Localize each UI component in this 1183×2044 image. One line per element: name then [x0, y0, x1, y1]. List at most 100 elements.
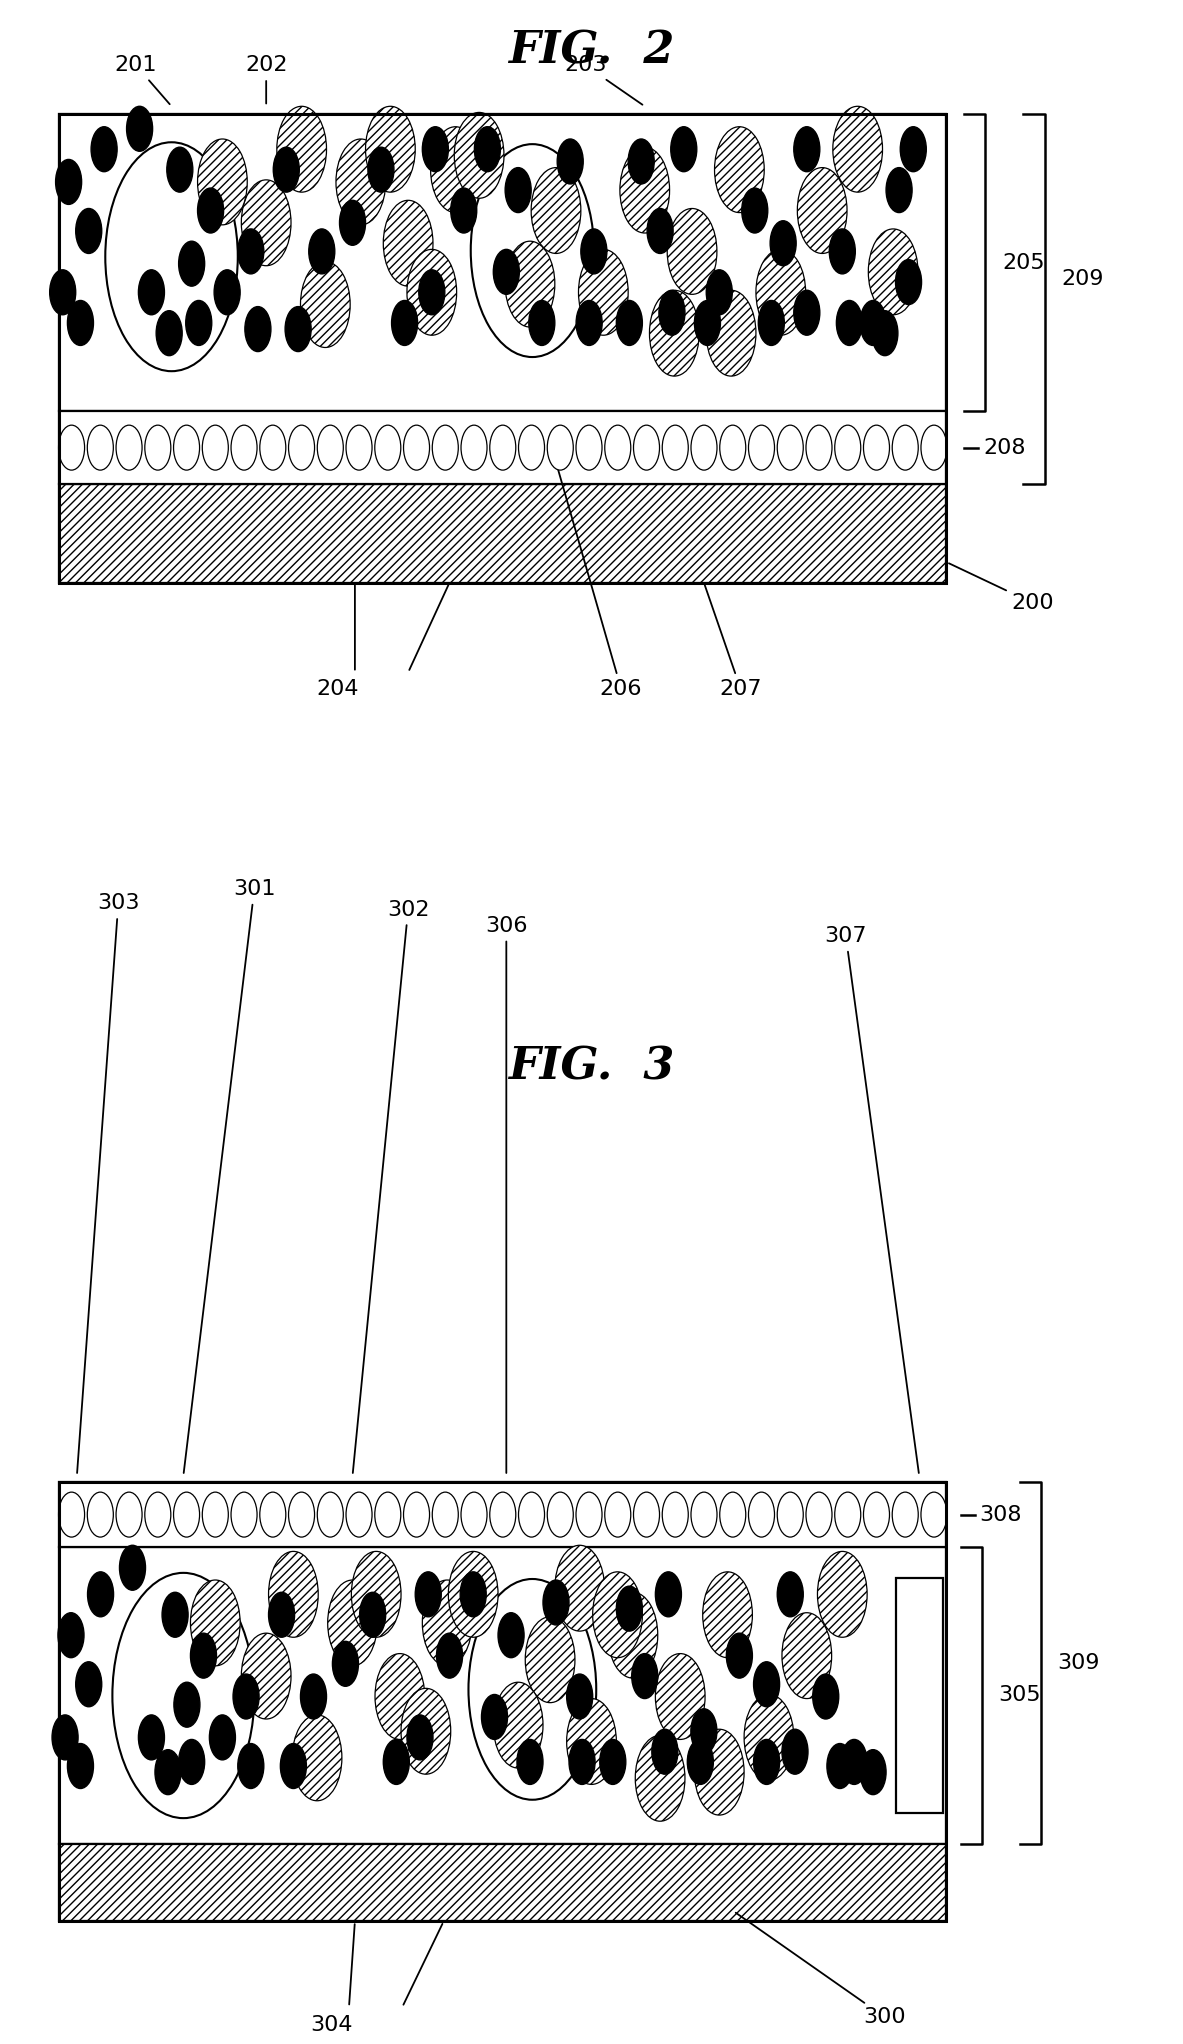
Circle shape [841, 1739, 867, 1784]
Circle shape [76, 1662, 102, 1707]
Text: 205: 205 [1002, 253, 1045, 272]
Circle shape [375, 1654, 425, 1739]
Circle shape [415, 1572, 441, 1617]
Circle shape [403, 425, 429, 470]
Circle shape [336, 139, 386, 225]
Circle shape [806, 425, 832, 470]
Circle shape [127, 106, 153, 151]
Circle shape [864, 1492, 890, 1537]
Circle shape [836, 300, 862, 345]
Circle shape [88, 1572, 114, 1617]
Circle shape [555, 1545, 605, 1631]
Text: 309: 309 [1058, 1654, 1100, 1672]
Bar [59, 114, 946, 583]
Circle shape [468, 1578, 596, 1801]
Circle shape [289, 425, 315, 470]
Circle shape [138, 1715, 164, 1760]
Circle shape [518, 1492, 544, 1537]
Circle shape [777, 425, 803, 470]
Circle shape [581, 229, 607, 274]
Bar [59, 1482, 946, 1547]
Circle shape [76, 208, 102, 253]
Text: 302: 302 [353, 899, 429, 1474]
Circle shape [332, 1641, 358, 1686]
Bar [59, 411, 946, 484]
Circle shape [632, 1654, 658, 1699]
Circle shape [649, 290, 699, 376]
Circle shape [616, 300, 642, 345]
Circle shape [806, 1492, 832, 1537]
Circle shape [517, 1739, 543, 1784]
Circle shape [655, 1572, 681, 1617]
Bar [59, 1547, 946, 1844]
Circle shape [209, 1715, 235, 1760]
Circle shape [309, 229, 335, 274]
Circle shape [593, 1572, 642, 1658]
Circle shape [383, 1739, 409, 1784]
Circle shape [360, 1592, 386, 1637]
Circle shape [241, 180, 291, 266]
Circle shape [749, 1492, 775, 1537]
Circle shape [460, 1572, 486, 1617]
Circle shape [744, 1694, 794, 1780]
Circle shape [777, 1572, 803, 1617]
Text: 307: 307 [825, 926, 919, 1474]
Circle shape [471, 145, 594, 358]
Circle shape [706, 270, 732, 315]
Circle shape [328, 1580, 377, 1666]
Circle shape [186, 300, 212, 345]
Circle shape [260, 425, 286, 470]
Circle shape [50, 270, 76, 315]
Circle shape [548, 425, 574, 470]
Circle shape [694, 1729, 744, 1815]
Circle shape [461, 425, 487, 470]
Circle shape [407, 249, 457, 335]
Text: 207: 207 [705, 585, 762, 699]
Circle shape [749, 425, 775, 470]
Circle shape [56, 159, 82, 204]
Circle shape [67, 300, 93, 345]
Circle shape [600, 1739, 626, 1784]
Circle shape [317, 425, 343, 470]
Circle shape [138, 270, 164, 315]
Circle shape [892, 1492, 918, 1537]
Circle shape [691, 425, 717, 470]
Circle shape [529, 300, 555, 345]
Circle shape [635, 1735, 685, 1821]
Circle shape [144, 1492, 170, 1537]
Circle shape [493, 1682, 543, 1768]
Circle shape [269, 1551, 318, 1637]
Circle shape [628, 139, 654, 184]
Circle shape [481, 1694, 508, 1739]
Circle shape [576, 300, 602, 345]
Circle shape [872, 311, 898, 356]
Circle shape [52, 1715, 78, 1760]
Circle shape [794, 127, 820, 172]
Circle shape [662, 1492, 689, 1537]
Circle shape [754, 1739, 780, 1784]
Circle shape [662, 425, 689, 470]
Text: 308: 308 [980, 1504, 1022, 1525]
Text: 209: 209 [1061, 270, 1104, 288]
Circle shape [827, 1744, 853, 1788]
Text: 303: 303 [77, 893, 140, 1474]
Circle shape [59, 425, 85, 470]
Circle shape [179, 1739, 205, 1784]
Circle shape [754, 1662, 780, 1707]
Circle shape [493, 249, 519, 294]
Circle shape [292, 1715, 342, 1801]
Circle shape [280, 1744, 306, 1788]
Circle shape [179, 241, 205, 286]
Circle shape [813, 1674, 839, 1719]
Circle shape [742, 188, 768, 233]
Circle shape [422, 127, 448, 172]
Circle shape [112, 1574, 254, 1819]
Circle shape [719, 1492, 745, 1537]
Bar [59, 114, 946, 411]
Text: 201: 201 [115, 55, 169, 104]
Circle shape [91, 127, 117, 172]
Circle shape [231, 425, 257, 470]
Circle shape [202, 1492, 228, 1537]
Circle shape [432, 1492, 458, 1537]
Circle shape [920, 425, 946, 470]
